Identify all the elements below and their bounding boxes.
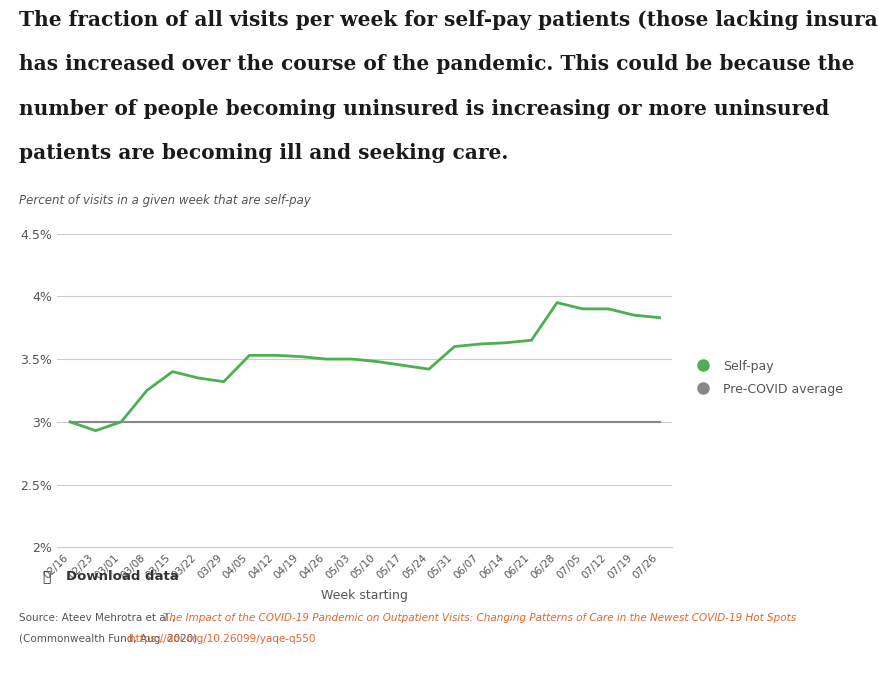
X-axis label: Week starting: Week starting — [321, 590, 407, 602]
Text: The fraction of all visits per week for self-pay patients (those lacking insuran: The fraction of all visits per week for … — [19, 10, 878, 30]
Text: has increased over the course of the pandemic. This could be because the: has increased over the course of the pan… — [19, 54, 854, 74]
Text: (Commonwealth Fund, Aug. 2020).: (Commonwealth Fund, Aug. 2020). — [19, 634, 204, 644]
Text: ⤓: ⤓ — [42, 570, 51, 584]
Text: Percent of visits in a given week that are self-pay: Percent of visits in a given week that a… — [19, 194, 311, 207]
Text: number of people becoming uninsured is increasing or more uninsured: number of people becoming uninsured is i… — [19, 99, 829, 118]
Text: https://doi.org/10.26099/yaqe-q550: https://doi.org/10.26099/yaqe-q550 — [129, 634, 315, 644]
Text: Download data: Download data — [66, 570, 178, 583]
Legend: Self-pay, Pre-COVID average: Self-pay, Pre-COVID average — [690, 360, 843, 396]
Text: Source: Ateev Mehrotra et al.,: Source: Ateev Mehrotra et al., — [19, 613, 179, 624]
Text: patients are becoming ill and seeking care.: patients are becoming ill and seeking ca… — [19, 143, 508, 163]
Text: The Impact of the COVID-19 Pandemic on Outpatient Visits: Changing Patterns of C: The Impact of the COVID-19 Pandemic on O… — [162, 613, 795, 624]
